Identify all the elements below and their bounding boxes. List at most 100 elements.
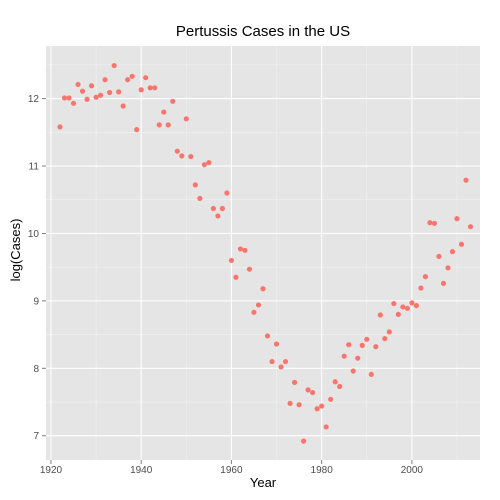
data-point: [255, 302, 262, 308]
y-tick-label: 9: [33, 296, 39, 307]
data-point: [373, 344, 379, 350]
data-point: [467, 224, 474, 230]
data-point: [66, 95, 72, 101]
data-point: [70, 100, 77, 106]
data-point: [273, 341, 280, 347]
x-tick-label: 2000: [401, 465, 424, 476]
x-tick-label: 1960: [220, 465, 243, 476]
data-point: [458, 241, 465, 247]
data-point: [61, 95, 68, 101]
data-point: [413, 302, 419, 309]
x-axis-label: Year: [250, 475, 277, 490]
data-point: [310, 389, 316, 396]
data-point: [305, 387, 311, 393]
data-point: [237, 246, 244, 252]
minor-gridlines: [46, 46, 480, 460]
x-tick-label: 1920: [40, 465, 63, 476]
data-point: [395, 311, 401, 317]
data-point: [170, 98, 176, 104]
data-point: [156, 122, 162, 128]
data-point: [409, 300, 415, 306]
data-point: [355, 355, 361, 361]
data-point: [350, 368, 356, 374]
data-point: [143, 75, 149, 81]
data-point: [88, 83, 95, 89]
data-point: [161, 109, 167, 115]
y-tick-label: 7: [33, 431, 39, 442]
data-point: [147, 85, 153, 91]
data-point: [377, 312, 383, 318]
data-point: [260, 286, 266, 292]
data-point: [301, 438, 307, 444]
data-point: [436, 253, 442, 259]
data-point: [282, 358, 289, 365]
data-point: [319, 403, 325, 409]
data-points: [57, 62, 474, 444]
data-point: [449, 249, 456, 255]
data-point: [215, 213, 221, 219]
data-point: [183, 116, 189, 122]
data-point: [219, 205, 225, 212]
data-point: [445, 265, 451, 271]
data-point: [93, 94, 99, 100]
data-point: [386, 329, 392, 335]
data-point: [188, 153, 194, 160]
data-point: [418, 285, 424, 291]
y-tick-label: 12: [28, 94, 40, 105]
data-point: [152, 85, 158, 91]
data-point: [79, 88, 86, 94]
data-point: [431, 220, 438, 226]
data-point: [264, 333, 271, 339]
data-point: [404, 305, 410, 311]
data-point: [341, 353, 347, 359]
data-point: [359, 342, 365, 348]
data-point: [75, 81, 81, 88]
data-point: [346, 342, 352, 348]
y-tick-label: 10: [28, 229, 40, 240]
data-point: [116, 89, 122, 95]
data-point: [440, 280, 447, 286]
data-point: [422, 273, 429, 280]
data-point: [269, 358, 275, 365]
data-point: [314, 406, 320, 412]
data-point: [165, 122, 171, 128]
data-point: [138, 87, 144, 93]
plot-panel: [46, 46, 480, 460]
data-point: [111, 62, 117, 69]
chart-title: Pertussis Cases in the US: [176, 23, 350, 40]
data-point: [291, 379, 298, 386]
data-point: [323, 424, 329, 430]
data-point: [242, 247, 248, 253]
data-point: [228, 257, 235, 264]
data-point: [251, 309, 257, 315]
data-point: [463, 177, 469, 183]
data-point: [296, 402, 302, 408]
x-tick-label: 1980: [311, 465, 334, 476]
data-point: [97, 92, 104, 98]
data-point: [206, 160, 212, 166]
data-point: [210, 205, 216, 212]
data-point: [179, 153, 185, 159]
x-tick-label: 1940: [130, 465, 153, 476]
data-point: [382, 336, 388, 342]
data-point: [391, 300, 397, 307]
data-point: [368, 371, 374, 377]
data-point: [107, 89, 113, 96]
data-point: [84, 96, 90, 102]
data-point: [201, 162, 207, 168]
data-point: [233, 274, 239, 280]
data-point: [224, 190, 230, 196]
y-tick-label: 11: [29, 162, 40, 173]
data-point: [337, 383, 343, 390]
data-point: [332, 379, 338, 385]
data-point: [287, 400, 293, 406]
data-point: [246, 266, 253, 272]
data-point: [174, 148, 180, 154]
data-point: [192, 182, 198, 188]
data-point: [57, 124, 63, 130]
data-point: [454, 216, 460, 222]
major-gridlines: [46, 46, 480, 460]
y-tick-label: 8: [33, 364, 39, 375]
data-point: [400, 304, 406, 310]
